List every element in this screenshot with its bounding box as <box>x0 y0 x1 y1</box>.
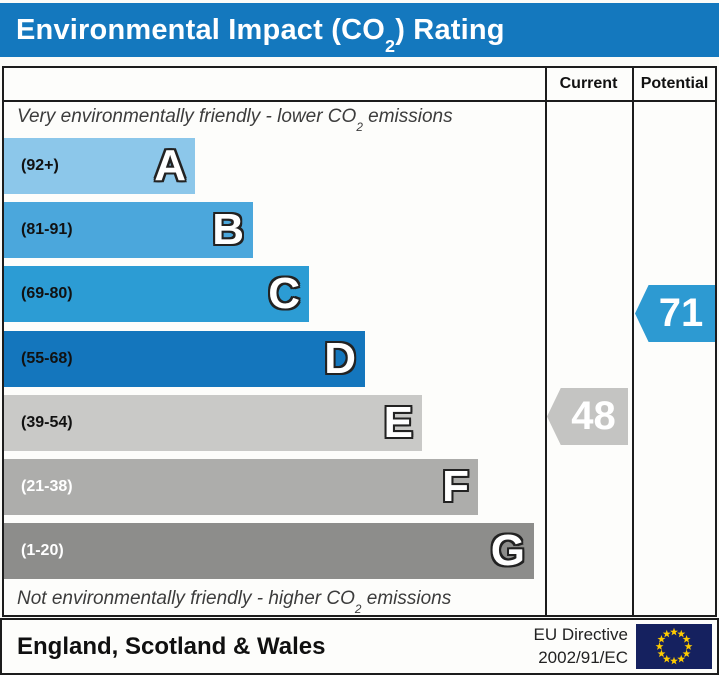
band-letter: D <box>324 333 356 383</box>
rating-band: (55-68) D <box>4 330 365 387</box>
current-rating-value: 48 <box>571 394 616 438</box>
column-divider <box>545 68 547 615</box>
rating-band: (39-54) E <box>4 394 422 451</box>
current-column-header: Current <box>559 75 618 92</box>
band-range-label: (55-68) <box>21 349 73 367</box>
page-title: Environmental Impact (CO2) Rating <box>16 13 505 56</box>
band-range-label: (81-91) <box>21 221 73 239</box>
title-bar: Environmental Impact (CO2) Rating <box>0 3 719 57</box>
rating-band: (92+) A <box>4 138 195 194</box>
band-letter: A <box>154 141 186 190</box>
rating-band: (21-38) F <box>4 459 478 515</box>
rating-band: (1-20) G <box>4 523 534 580</box>
rating-table: Current Potential Very environmentally f… <box>2 66 717 617</box>
band-range-label: (92+) <box>21 157 59 174</box>
column-divider <box>632 68 634 615</box>
band-letter: G <box>490 526 525 576</box>
region-label: England, Scotland & Wales <box>17 632 326 660</box>
current-rating-arrow: 48 <box>547 388 628 445</box>
top-caption: Very environmentally friendly - lower CO… <box>17 106 453 134</box>
bottom-caption: Not environmentally friendly - higher CO… <box>17 588 452 616</box>
eu-directive-label: EU Directive 2002/91/EC <box>534 624 628 668</box>
band-letter: B <box>212 205 244 255</box>
potential-column-header: Potential <box>640 75 709 92</box>
band-letter: C <box>268 269 300 319</box>
eu-flag-icon <box>636 624 712 669</box>
potential-rating-value: 71 <box>658 291 704 335</box>
eu-directive-line2: 2002/91/EC <box>538 647 628 667</box>
band-range-label: (21-38) <box>21 478 73 495</box>
rating-band: (81-91) B <box>4 202 253 259</box>
footer: England, Scotland & Wales EU Directive 2… <box>0 618 719 675</box>
potential-rating-arrow: 71 <box>635 285 715 342</box>
rating-band: (69-80) C <box>4 266 309 323</box>
band-letter: E <box>383 397 413 447</box>
band-range-label: (69-80) <box>21 285 73 303</box>
band-letter: F <box>442 462 469 511</box>
header-divider <box>4 100 715 102</box>
eu-directive-line1: EU Directive <box>533 625 628 645</box>
band-range-label: (39-54) <box>21 413 73 431</box>
band-range-label: (1-20) <box>21 542 64 560</box>
